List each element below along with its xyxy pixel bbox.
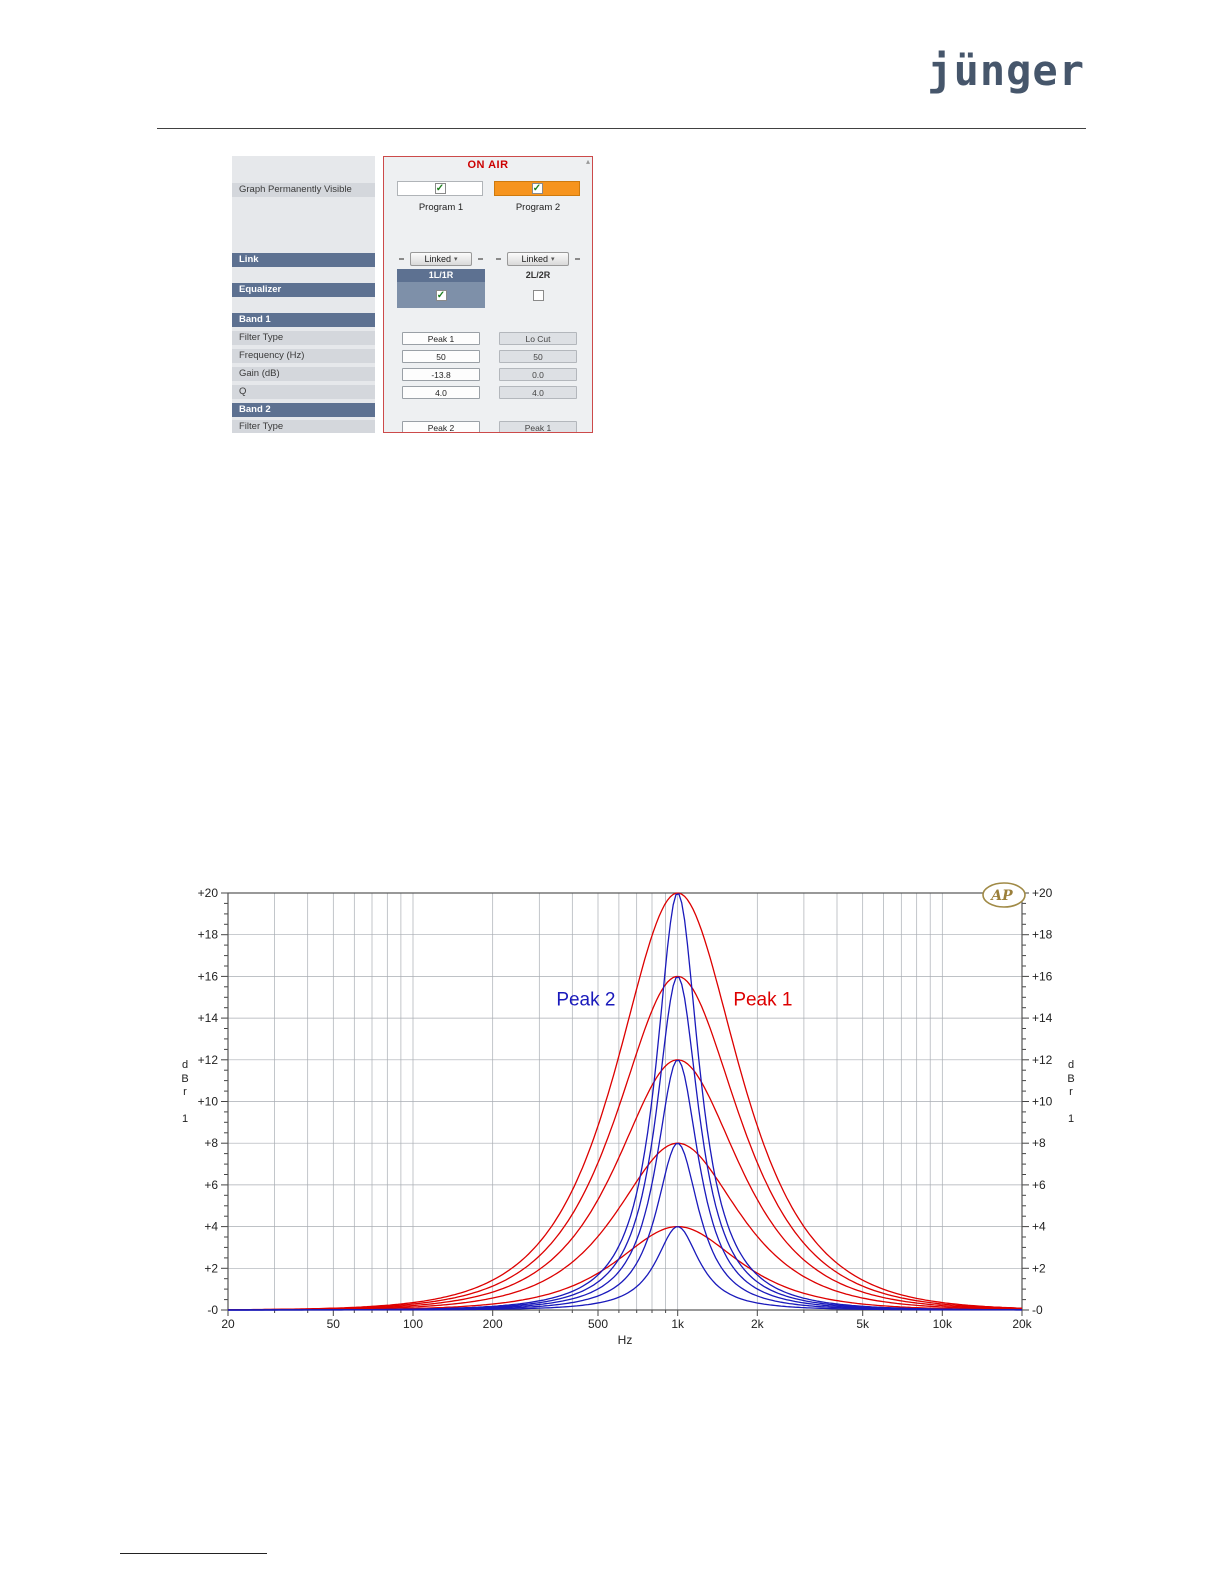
frequency-label: Frequency (Hz): [232, 349, 375, 363]
svg-text:Hz: Hz: [618, 1333, 633, 1347]
svg-text:+4: +4: [204, 1220, 218, 1234]
junger-logo: jünger: [927, 46, 1085, 95]
svg-text:+12: +12: [1032, 1053, 1053, 1067]
svg-text:+14: +14: [1032, 1011, 1053, 1025]
svg-text:-0: -0: [207, 1303, 218, 1317]
link-section-header: Link: [232, 253, 375, 267]
svg-text:+8: +8: [1032, 1136, 1046, 1150]
link-next-tick-icon[interactable]: [575, 258, 580, 260]
band2-filter-type-program1[interactable]: Peak 2: [402, 421, 480, 432]
link-mode-value: Linked: [521, 254, 548, 264]
dropdown-arrow-icon: ▾: [551, 256, 555, 263]
band1-section-header: Band 1: [232, 313, 375, 327]
y-axis-label-left: d B r 1: [181, 1059, 189, 1125]
link-next-tick-icon[interactable]: [478, 258, 483, 260]
link-prev-tick-icon[interactable]: [399, 258, 404, 260]
svg-text:+10: +10: [198, 1095, 219, 1109]
svg-text:+20: +20: [198, 886, 219, 900]
svg-text:10k: 10k: [933, 1317, 953, 1331]
equalizer-checkbox-program1[interactable]: ✓: [435, 289, 447, 301]
link-mode-value: Linked: [424, 254, 451, 264]
svg-text:20k: 20k: [1012, 1317, 1032, 1331]
channel-header-program1: 1L/1R: [397, 269, 485, 282]
graph-visible-toggle-program2[interactable]: ✓: [494, 181, 580, 196]
svg-text:5k: 5k: [856, 1317, 870, 1331]
svg-text:20: 20: [221, 1317, 235, 1331]
band2-filter-type-program2[interactable]: Peak 1: [499, 421, 577, 432]
on-air-section: ON AIR ▴ ✓ Program 1 Linked ▾ 1L/1R ✓ Pe…: [383, 156, 593, 433]
band1-gain-program1[interactable]: -13.8: [402, 368, 480, 381]
filter-type2-label: Filter Type: [232, 420, 375, 433]
gain-label: Gain (dB): [232, 367, 375, 381]
svg-text:+14: +14: [198, 1011, 219, 1025]
program1-column: ✓ Program 1 Linked ▾ 1L/1R ✓ Peak 1 50 -…: [397, 157, 485, 432]
svg-text:+12: +12: [198, 1053, 219, 1067]
svg-text:+2: +2: [204, 1261, 218, 1275]
link-mode-dropdown-program2[interactable]: Linked ▾: [507, 252, 569, 266]
band1-frequency-program1[interactable]: 50: [402, 350, 480, 363]
svg-text:AP: AP: [989, 888, 1013, 904]
footnote-divider: [120, 1553, 267, 1554]
equalizer-section-header: Equalizer: [232, 283, 375, 297]
band1-q-program1[interactable]: 4.0: [402, 386, 480, 399]
svg-text:+16: +16: [198, 969, 219, 983]
band1-q-program2[interactable]: 4.0: [499, 386, 577, 399]
checkbox-checked-icon: ✓: [434, 183, 446, 194]
svg-text:500: 500: [588, 1317, 608, 1331]
checkbox-checked-icon: ✓: [531, 183, 543, 194]
channel-body-program1: ✓: [397, 282, 485, 308]
settings-label-column: Graph Permanently Visible Link Equalizer…: [232, 156, 375, 433]
svg-text:200: 200: [483, 1317, 503, 1331]
svg-text:100: 100: [403, 1317, 423, 1331]
eq-settings-panel: Graph Permanently Visible Link Equalizer…: [232, 156, 594, 433]
svg-text:+16: +16: [1032, 969, 1053, 983]
graph-visible-label: Graph Permanently Visible: [232, 183, 375, 197]
svg-text:2k: 2k: [751, 1317, 765, 1331]
svg-text:1k: 1k: [671, 1317, 685, 1331]
graph-visible-toggle-program1[interactable]: ✓: [397, 181, 483, 196]
y-axis-label-right: d B r 1: [1067, 1059, 1075, 1125]
collapse-arrow-icon[interactable]: ▴: [585, 157, 590, 166]
link-control-program2: Linked ▾: [494, 252, 582, 266]
svg-text:Peak 1: Peak 1: [733, 990, 792, 1011]
filter-type-label: Filter Type: [232, 331, 375, 345]
svg-text:+18: +18: [198, 928, 219, 942]
svg-text:Peak 2: Peak 2: [556, 990, 615, 1011]
svg-text:+8: +8: [204, 1136, 218, 1150]
on-air-title: ON AIR: [467, 159, 509, 171]
channel-body-program2: [494, 282, 582, 308]
program2-column: ✓ Program 2 Linked ▾ 2L/2R Lo Cut 50 0.0…: [494, 157, 582, 432]
band2-section-header: Band 2: [232, 403, 375, 417]
chart-canvas: -0 -0 +2 +2 +4 +4 +6 +6 +8 +8 +10 +10 +12 +12 +14 +14 +1…: [198, 882, 1053, 1347]
frequency-response-chart: -0 -0 +2 +2 +4 +4 +6 +6 +8 +8 +10 +10 +12 +12 +14 +14 +1…: [160, 872, 1100, 1362]
program2-label: Program 2: [515, 202, 561, 213]
equalizer-checkbox-program2[interactable]: [532, 289, 544, 301]
band1-filter-type-program2[interactable]: Lo Cut: [499, 332, 577, 345]
q-label: Q: [232, 385, 375, 399]
header-divider: [157, 128, 1086, 129]
link-prev-tick-icon[interactable]: [496, 258, 501, 260]
program1-label: Program 1: [418, 202, 464, 213]
svg-text:+4: +4: [1032, 1220, 1046, 1234]
band1-gain-program2[interactable]: 0.0: [499, 368, 577, 381]
svg-text:50: 50: [327, 1317, 341, 1331]
svg-text:+10: +10: [1032, 1095, 1053, 1109]
band1-frequency-program2[interactable]: 50: [499, 350, 577, 363]
channel-header-program2: 2L/2R: [525, 270, 551, 280]
svg-text:+2: +2: [1032, 1261, 1046, 1275]
svg-text:+18: +18: [1032, 928, 1053, 942]
link-control-program1: Linked ▾: [397, 252, 485, 266]
link-mode-dropdown-program1[interactable]: Linked ▾: [410, 252, 472, 266]
dropdown-arrow-icon: ▾: [454, 256, 458, 263]
svg-text:+6: +6: [1032, 1178, 1046, 1192]
svg-text:+20: +20: [1032, 886, 1053, 900]
band1-filter-type-program1[interactable]: Peak 1: [402, 332, 480, 345]
svg-text:-0: -0: [1032, 1303, 1043, 1317]
svg-text:+6: +6: [204, 1178, 218, 1192]
